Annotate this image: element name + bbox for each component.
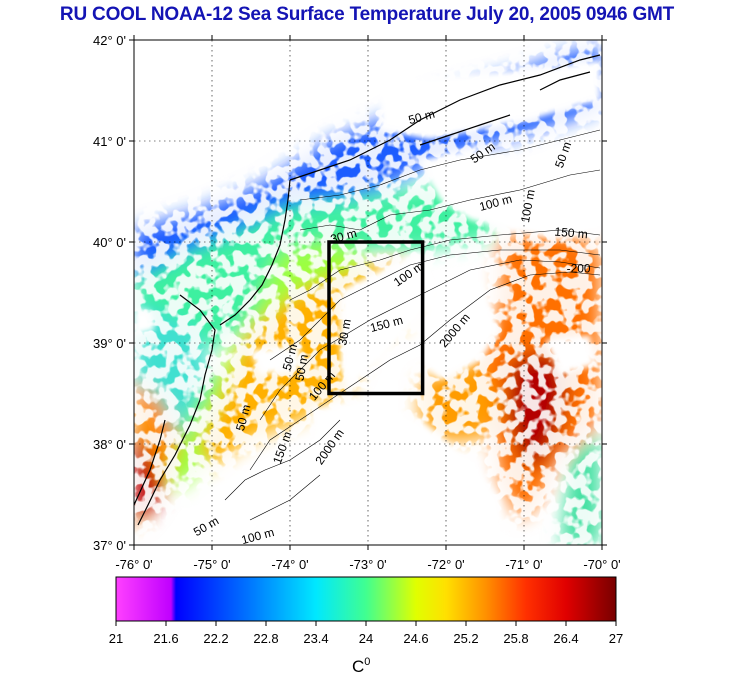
lat-tick-label: 41° 0'	[93, 134, 126, 149]
lat-tick-label: 39° 0'	[93, 336, 126, 351]
lon-tick-label: -73° 0'	[349, 557, 386, 572]
colorbar-tick-label: 22.8	[253, 631, 278, 646]
isobath-label: 30 m	[335, 318, 353, 347]
map-title: RU COOL NOAA-12 Sea Surface Temperature …	[59, 4, 675, 25]
colorbar-tick-label: 27	[609, 631, 623, 646]
lat-tick-label: 37° 0'	[93, 538, 126, 553]
lon-tick-label: -75° 0'	[193, 557, 230, 572]
lon-tick-label: -74° 0'	[271, 557, 308, 572]
colorbar-tick-label: 21.6	[153, 631, 178, 646]
lon-tick-label: -72° 0'	[427, 557, 464, 572]
lon-tick-label: -76° 0'	[115, 557, 152, 572]
colorbar-tick-label: 21	[109, 631, 123, 646]
colorbar-tick-label: 26.4	[553, 631, 578, 646]
isobath-label: 50 m	[292, 353, 310, 382]
colorbar-tick-label: 22.2	[203, 631, 228, 646]
isobath-label: -200	[567, 261, 591, 275]
latitude-ticks: 37° 0' 38° 0' 39° 0' 40° 0' 41° 0' 42° 0'	[93, 33, 607, 553]
lat-tick-label: 38° 0'	[93, 437, 126, 452]
colorbar-tick-label: 23.4	[303, 631, 328, 646]
colorbar-tick-label: 25.2	[453, 631, 478, 646]
colorbar	[115, 576, 617, 622]
colorbar-tick-label: 25.8	[503, 631, 528, 646]
isobath-label: 50 m	[280, 342, 300, 371]
isobath-label: 50 m	[233, 403, 253, 432]
lon-tick-label: -71° 0'	[505, 557, 542, 572]
lat-tick-label: 40° 0'	[93, 235, 126, 250]
lon-tick-label: -70° 0'	[583, 557, 620, 572]
colorbar-tick-label: 24	[359, 631, 373, 646]
colorbar-tick-label: 24.6	[403, 631, 428, 646]
colorbar-unit: C0	[352, 656, 371, 676]
colorbar-ticks: 21 21.6 22.2 22.8 23.4 24 24.6 25.2 25.8 26.4 27	[109, 621, 623, 646]
isobath-label: 50 m	[407, 107, 436, 127]
isobath-label: 150 m	[554, 225, 588, 242]
study-area-box	[327, 240, 425, 396]
lat-tick-label: 42° 0'	[93, 33, 126, 48]
isobath-label: 100 m	[518, 188, 538, 223]
longitude-ticks: -76° 0' -75° 0' -74° 0' -73° 0' -72° 0' -71° …	[115, 35, 621, 572]
